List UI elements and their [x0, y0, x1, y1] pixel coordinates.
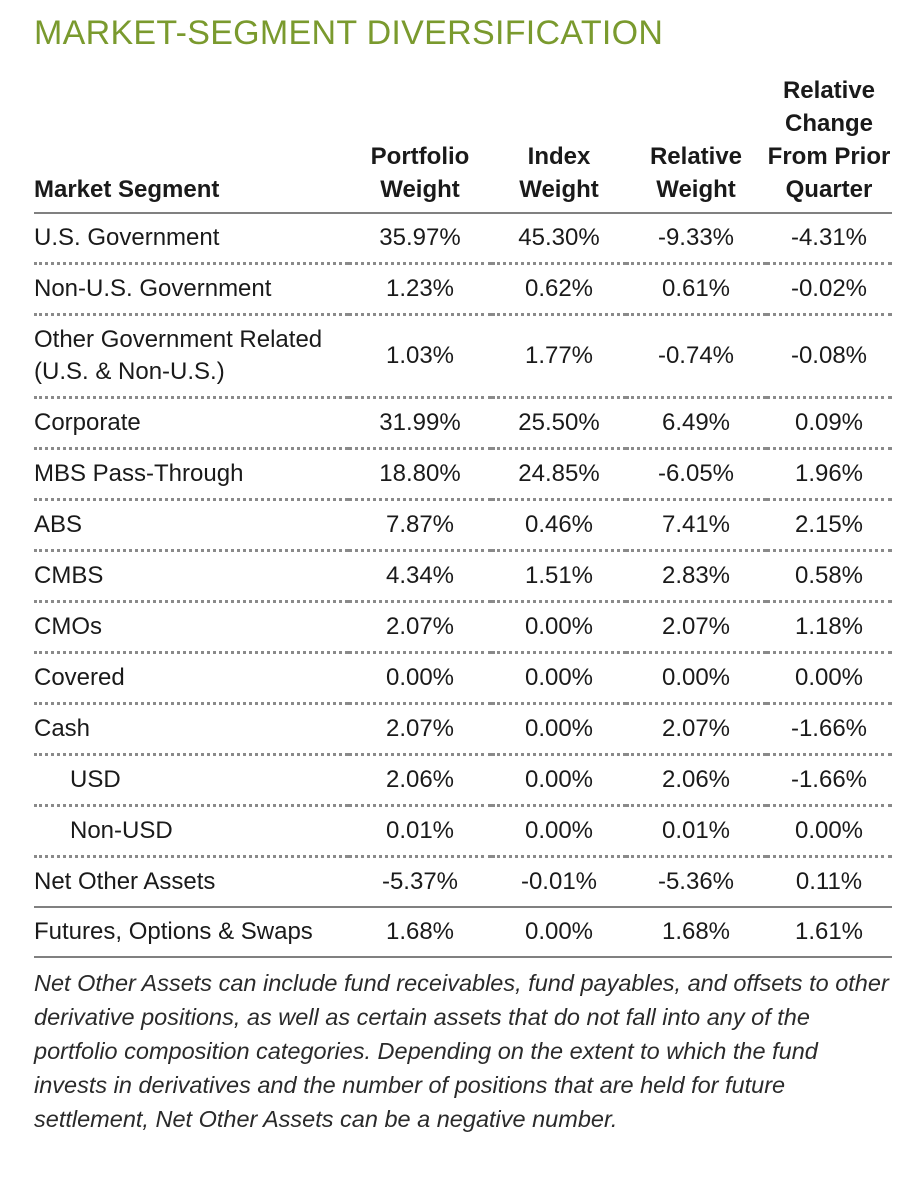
segment-cell: Non-USD	[34, 805, 348, 858]
portfolio-weight-cell: 35.97%	[348, 213, 492, 265]
portfolio-weight-cell: 2.06%	[348, 754, 492, 807]
portfolio-weight-cell: -5.37%	[348, 856, 492, 908]
portfolio-weight-cell: 18.80%	[348, 448, 492, 501]
relative-weight-cell: 0.00%	[626, 652, 766, 705]
segment-cell: Net Other Assets	[34, 856, 348, 908]
segment-cell: CMOs	[34, 601, 348, 654]
portfolio-weight-cell: 1.68%	[348, 907, 492, 958]
table-row: Other Government Related (U.S. & Non-U.S…	[34, 314, 892, 399]
portfolio-weight-cell: 0.01%	[348, 805, 492, 858]
table-row: CMBS 4.34% 1.51% 2.83% 0.58%	[34, 550, 892, 603]
table-body: U.S. Government 35.97% 45.30% -9.33% -4.…	[34, 213, 892, 958]
index-weight-cell: 1.51%	[492, 550, 626, 603]
index-weight-cell: 45.30%	[492, 213, 626, 265]
index-weight-cell: 0.62%	[492, 263, 626, 316]
index-weight-cell: 0.00%	[492, 754, 626, 807]
relative-change-cell: 0.58%	[766, 550, 892, 603]
relative-change-cell: 1.61%	[766, 907, 892, 958]
portfolio-weight-cell: 0.00%	[348, 652, 492, 705]
segment-cell: Corporate	[34, 397, 348, 450]
portfolio-weight-cell: 2.07%	[348, 703, 492, 756]
relative-change-cell: 2.15%	[766, 499, 892, 552]
relative-weight-cell: 2.83%	[626, 550, 766, 603]
table-row: Net Other Assets -5.37% -0.01% -5.36% 0.…	[34, 856, 892, 908]
portfolio-weight-cell: 31.99%	[348, 397, 492, 450]
index-weight-cell: -0.01%	[492, 856, 626, 908]
relative-weight-cell: 0.01%	[626, 805, 766, 858]
relative-weight-cell: 7.41%	[626, 499, 766, 552]
header-portfolio-weight: Portfolio Weight	[348, 74, 492, 214]
table-row: CMOs 2.07% 0.00% 2.07% 1.18%	[34, 601, 892, 654]
relative-weight-cell: -6.05%	[626, 448, 766, 501]
relative-weight-cell: -0.74%	[626, 314, 766, 399]
header-relative-change: Relative Change From Prior Quarter	[766, 74, 892, 214]
header-market-segment: Market Segment	[34, 74, 348, 214]
table-row: Futures, Options & Swaps 1.68% 0.00% 1.6…	[34, 907, 892, 958]
segment-cell: USD	[34, 754, 348, 807]
relative-change-cell: -1.66%	[766, 703, 892, 756]
segment-cell: Covered	[34, 652, 348, 705]
index-weight-cell: 0.00%	[492, 652, 626, 705]
header-index-weight: Index Weight	[492, 74, 626, 214]
relative-change-cell: -0.08%	[766, 314, 892, 399]
table-row: Covered 0.00% 0.00% 0.00% 0.00%	[34, 652, 892, 705]
segment-cell: U.S. Government	[34, 213, 348, 265]
portfolio-weight-cell: 4.34%	[348, 550, 492, 603]
relative-change-cell: -4.31%	[766, 213, 892, 265]
segment-cell: Non-U.S. Government	[34, 263, 348, 316]
segment-cell: Cash	[34, 703, 348, 756]
portfolio-weight-cell: 7.87%	[348, 499, 492, 552]
table-row-indented: USD 2.06% 0.00% 2.06% -1.66%	[34, 754, 892, 807]
segment-cell: ABS	[34, 499, 348, 552]
table-row: ABS 7.87% 0.46% 7.41% 2.15%	[34, 499, 892, 552]
relative-weight-cell: -9.33%	[626, 213, 766, 265]
segment-cell: MBS Pass-Through	[34, 448, 348, 501]
table-row: Corporate 31.99% 25.50% 6.49% 0.09%	[34, 397, 892, 450]
footnote: Net Other Assets can include fund receiv…	[34, 970, 889, 1132]
relative-change-cell: 1.18%	[766, 601, 892, 654]
relative-change-cell: 0.11%	[766, 856, 892, 908]
portfolio-weight-cell: 1.03%	[348, 314, 492, 399]
segment-cell: Other Government Related (U.S. & Non-U.S…	[34, 314, 348, 399]
table-row: U.S. Government 35.97% 45.30% -9.33% -4.…	[34, 213, 892, 265]
relative-change-cell: 0.00%	[766, 805, 892, 858]
index-weight-cell: 1.77%	[492, 314, 626, 399]
relative-change-cell: -1.66%	[766, 754, 892, 807]
table-row: MBS Pass-Through 18.80% 24.85% -6.05% 1.…	[34, 448, 892, 501]
relative-weight-cell: 2.07%	[626, 703, 766, 756]
relative-weight-cell: 2.07%	[626, 601, 766, 654]
table-row: Cash 2.07% 0.00% 2.07% -1.66%	[34, 703, 892, 756]
relative-weight-cell: 6.49%	[626, 397, 766, 450]
portfolio-weight-cell: 2.07%	[348, 601, 492, 654]
market-segment-table: Market Segment Portfolio Weight Index We…	[34, 74, 892, 958]
relative-weight-cell: 0.61%	[626, 263, 766, 316]
relative-change-cell: 0.09%	[766, 397, 892, 450]
index-weight-cell: 0.00%	[492, 703, 626, 756]
relative-change-cell: 1.96%	[766, 448, 892, 501]
relative-weight-cell: -5.36%	[626, 856, 766, 908]
page-title: MARKET-SEGMENT DIVERSIFICATION	[34, 14, 664, 52]
table-row-indented: Non-USD 0.01% 0.00% 0.01% 0.00%	[34, 805, 892, 858]
segment-cell: Futures, Options & Swaps	[34, 907, 348, 958]
index-weight-cell: 0.46%	[492, 499, 626, 552]
index-weight-cell: 0.00%	[492, 805, 626, 858]
index-weight-cell: 24.85%	[492, 448, 626, 501]
relative-weight-cell: 1.68%	[626, 907, 766, 958]
table-row: Non-U.S. Government 1.23% 0.62% 0.61% -0…	[34, 263, 892, 316]
index-weight-cell: 25.50%	[492, 397, 626, 450]
header-row: Market Segment Portfolio Weight Index We…	[34, 74, 892, 214]
relative-change-cell: -0.02%	[766, 263, 892, 316]
index-weight-cell: 0.00%	[492, 601, 626, 654]
relative-weight-cell: 2.06%	[626, 754, 766, 807]
portfolio-weight-cell: 1.23%	[348, 263, 492, 316]
relative-change-cell: 0.00%	[766, 652, 892, 705]
table-header: Market Segment Portfolio Weight Index We…	[34, 74, 892, 214]
header-relative-weight: Relative Weight	[626, 74, 766, 214]
index-weight-cell: 0.00%	[492, 907, 626, 958]
segment-cell: CMBS	[34, 550, 348, 603]
